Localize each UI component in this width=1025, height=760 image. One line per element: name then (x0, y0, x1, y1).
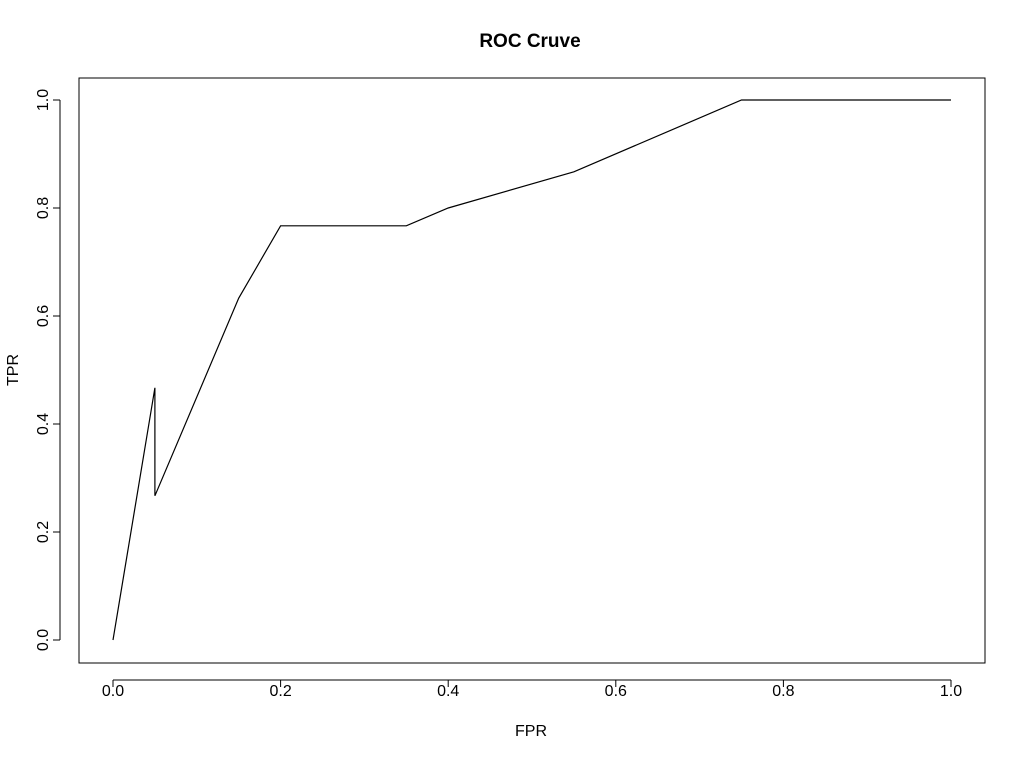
x-tick-label: 1.0 (940, 683, 962, 700)
x-tick-label: 0.4 (437, 683, 459, 700)
x-tick-label: 0.6 (605, 683, 627, 700)
x-axis-title: FPR (515, 723, 547, 740)
x-axis: 0.0 0.2 0.4 0.6 0.8 1.0 (102, 679, 962, 700)
y-axis: 0.0 0.2 0.4 0.6 0.8 1.0 (35, 89, 61, 651)
chart-title: ROC Cruve (479, 31, 580, 52)
y-tick-label: 0.0 (35, 629, 52, 651)
y-tick-label: 0.6 (35, 305, 52, 327)
x-tick-label: 0.2 (269, 683, 291, 700)
y-tick-label: 0.4 (35, 413, 52, 435)
y-tick-label: 0.8 (35, 197, 52, 219)
roc-curve-line (112, 99, 951, 641)
y-tick-label: 0.2 (35, 521, 52, 543)
plot-frame (78, 77, 986, 664)
x-tick-label: 0.8 (772, 683, 794, 700)
y-axis-title: TPR (5, 354, 22, 386)
series-layer (112, 99, 951, 641)
x-tick-label: 0.0 (102, 683, 124, 700)
y-tick-label: 1.0 (35, 89, 52, 111)
